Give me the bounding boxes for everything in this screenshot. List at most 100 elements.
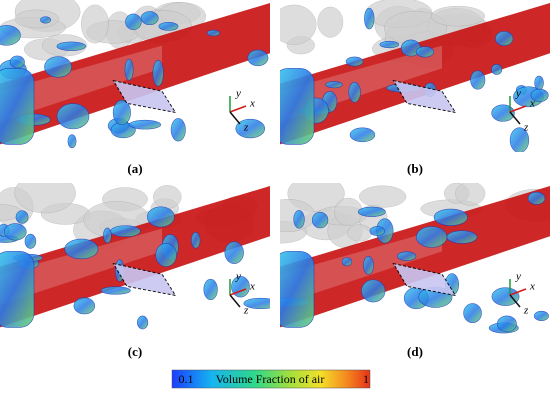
bubble [349, 127, 376, 143]
axis-label-z: z [243, 305, 249, 317]
axis-label-y: y [515, 88, 521, 100]
panel: yxz (c) [0, 183, 270, 359]
panel: yxz (b) [280, 0, 550, 176]
panel-label: (c) [128, 344, 142, 359]
bubble [146, 206, 175, 228]
colorbar-max: 1 [363, 372, 369, 386]
cloud [14, 183, 76, 214]
bubble [73, 297, 96, 315]
axis-label-x: x [529, 98, 535, 110]
bubble [533, 310, 549, 321]
bubble [379, 40, 400, 49]
cloud [14, 9, 59, 29]
bubble [4, 223, 27, 241]
panel: yxz (d) [280, 183, 550, 359]
bubble [128, 119, 162, 130]
bubble [206, 29, 221, 37]
axis-x [229, 288, 247, 296]
bubble [341, 257, 353, 267]
bubble [100, 286, 131, 295]
cloud [80, 4, 109, 44]
cloud [346, 224, 373, 242]
bubble [56, 41, 86, 51]
bubble [224, 241, 244, 264]
bubble [364, 7, 375, 30]
axis-label-z: z [523, 122, 529, 134]
band-overlay [280, 228, 442, 305]
axis-z [229, 294, 241, 308]
bubble [15, 210, 29, 224]
liquid-band [0, 186, 270, 328]
axis-z [229, 111, 241, 125]
liquid-band [280, 3, 550, 145]
bubble [124, 58, 134, 81]
bubble [155, 242, 177, 267]
axis-label-x: x [249, 98, 255, 110]
axis-label-z: z [523, 305, 529, 317]
bubble [509, 127, 530, 152]
bubble [496, 315, 517, 333]
bubble [363, 256, 374, 275]
axis-label-y: y [515, 271, 521, 283]
cloud [153, 185, 182, 209]
axis-x [509, 105, 527, 113]
bubble [191, 231, 201, 249]
bubble [415, 226, 448, 248]
bubble [527, 191, 546, 205]
panel-image [0, 183, 270, 330]
bubble [369, 226, 385, 237]
bubble [110, 225, 141, 238]
bubble [470, 70, 486, 90]
plate [112, 262, 177, 297]
panel-label: (d) [407, 344, 423, 359]
bubble [9, 55, 25, 69]
bubble [243, 297, 270, 310]
bubble [348, 81, 361, 103]
cloud [430, 5, 486, 27]
bubble [231, 276, 250, 298]
cloud [280, 4, 317, 45]
bubble [103, 227, 112, 244]
bubble [40, 16, 51, 24]
left-blob [280, 251, 315, 328]
bubble [530, 88, 549, 103]
panel-label: (a) [127, 161, 142, 176]
bubble [463, 303, 482, 323]
panel-image [280, 183, 550, 334]
bubble [325, 81, 343, 89]
panel: yxz (a) [0, 0, 270, 176]
bubble [158, 22, 179, 31]
axis-label-z: z [243, 122, 249, 134]
bubble [345, 56, 364, 67]
bubble [361, 279, 386, 303]
bubble [140, 11, 159, 26]
bubble [24, 233, 37, 249]
bubble [495, 31, 514, 47]
plate [392, 79, 457, 114]
panel-image [0, 0, 270, 149]
left-blob [280, 68, 315, 145]
bubble [433, 208, 468, 226]
axis-z [509, 111, 521, 125]
colorbar [171, 369, 371, 389]
axis-x [229, 105, 247, 113]
bubble [293, 210, 305, 229]
bubble [235, 118, 266, 139]
left-blob [0, 251, 35, 328]
panel-label: (b) [407, 161, 423, 176]
left-blob [0, 68, 35, 145]
bubble [203, 278, 218, 301]
bubble [64, 238, 99, 260]
bubble [397, 251, 417, 261]
bubble [446, 230, 478, 244]
cloud [317, 6, 344, 38]
bubble [125, 13, 142, 31]
bubble [311, 211, 329, 229]
cloud [358, 185, 407, 208]
bubble [67, 134, 77, 149]
plate [112, 79, 177, 114]
axis-label-y: y [235, 88, 241, 100]
axis-x [509, 288, 527, 296]
cloud [455, 183, 486, 206]
band-overlay [0, 45, 162, 122]
